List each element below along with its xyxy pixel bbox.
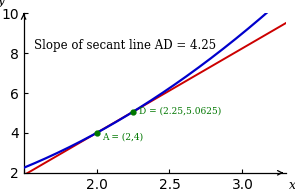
- Text: x: x: [289, 179, 295, 192]
- Text: D = (2.25,5.0625): D = (2.25,5.0625): [139, 107, 221, 116]
- Text: Slope of secant line AD = 4.25: Slope of secant line AD = 4.25: [34, 39, 216, 52]
- Text: A = (2,4): A = (2,4): [102, 133, 143, 142]
- Text: y: y: [0, 0, 5, 7]
